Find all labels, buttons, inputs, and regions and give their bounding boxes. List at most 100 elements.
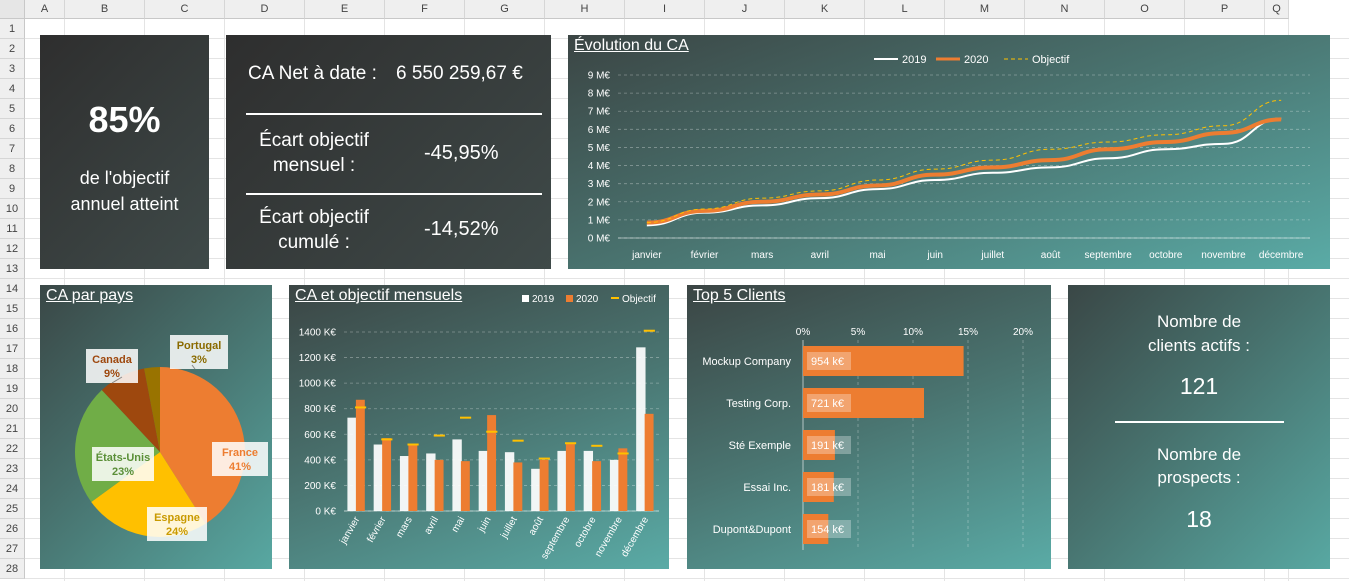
row-header[interactable]: 14: [0, 279, 25, 299]
row-header[interactable]: 25: [0, 499, 25, 519]
category-label: Sté Exemple: [729, 440, 791, 452]
legend-label: 2019: [902, 54, 926, 66]
row-header[interactable]: 2: [0, 39, 25, 59]
slice-pct: 24%: [166, 526, 188, 538]
data-label: 181 k€: [811, 482, 844, 494]
column-header[interactable]: K: [785, 0, 865, 19]
series-line-Objectif: [646, 99, 1282, 224]
x-tick-label: août: [1041, 250, 1061, 261]
y-tick-label: 2 M€: [588, 197, 611, 208]
x-tick-label: janvier: [338, 514, 363, 546]
ca-objectif-mensuels-chart[interactable]: CA et objectif mensuels 0 K€ 200 K€ 400 K€…: [289, 285, 669, 569]
row-header[interactable]: 27: [0, 539, 25, 559]
slice-pct: 9%: [104, 368, 120, 380]
column-header[interactable]: H: [545, 0, 625, 19]
row-header[interactable]: 11: [0, 219, 25, 239]
row-header[interactable]: 20: [0, 399, 25, 419]
data-label-box: [807, 520, 851, 538]
y-tick-label: 1000 K€: [299, 379, 337, 390]
ecart-cumule-label-2: cumulé :: [278, 232, 350, 253]
column-header[interactable]: B: [65, 0, 145, 19]
column-header[interactable]: D: [225, 0, 305, 19]
row-header[interactable]: 12: [0, 239, 25, 259]
row-header[interactable]: 23: [0, 459, 25, 479]
row-header[interactable]: 22: [0, 439, 25, 459]
bar-2019: [583, 450, 594, 511]
select-all-corner[interactable]: [0, 0, 25, 19]
row-header[interactable]: 7: [0, 139, 25, 159]
row-header[interactable]: 9: [0, 179, 25, 199]
bar-2019: [347, 417, 357, 511]
row-header[interactable]: 19: [0, 379, 25, 399]
x-tick-label: août: [527, 515, 546, 538]
row-header[interactable]: 5: [0, 99, 25, 119]
column-header[interactable]: G: [465, 0, 545, 19]
row-header[interactable]: 13: [0, 259, 25, 279]
slice-pct: 3%: [191, 354, 207, 366]
bar-2020: [355, 399, 365, 511]
series-line-2020: [646, 117, 1282, 225]
row-header[interactable]: 17: [0, 339, 25, 359]
column-header[interactable]: I: [625, 0, 705, 19]
data-label-box: [212, 442, 268, 476]
divider: [1115, 421, 1284, 423]
y-tick-label: 800 K€: [304, 404, 336, 415]
data-label: 954 k€: [811, 356, 844, 368]
row-header[interactable]: 26: [0, 519, 25, 539]
row-header[interactable]: 16: [0, 319, 25, 339]
row-header[interactable]: 15: [0, 299, 25, 319]
prospects-label-1: Nombre de: [1156, 445, 1242, 464]
data-label: 191 k€: [811, 440, 844, 452]
row-header[interactable]: 3: [0, 59, 25, 79]
ca-par-pays-chart[interactable]: CA par pays France 41% Espagne 24% États-Uni…: [40, 285, 272, 569]
client-bar: [803, 430, 835, 460]
row-header[interactable]: 18: [0, 359, 25, 379]
bar-2019: [452, 439, 462, 511]
column-header[interactable]: E: [305, 0, 385, 19]
evolution-ca-chart[interactable]: Évolution du CA 0 M€ 1 M€ 2 M€ 3 M€ 4 M€ 5 M€…: [568, 35, 1330, 269]
hbar-chart-plot: 0% 5% 10% 15% 20% Mockup Company 954 k€ Testing…: [702, 327, 1033, 550]
top-5-clients-chart[interactable]: Top 5 Clients 0% 5% 10% 15% 20% Mockup Compan…: [687, 285, 1051, 569]
column-header[interactable]: N: [1025, 0, 1105, 19]
row-header[interactable]: 24: [0, 479, 25, 499]
column-header[interactable]: J: [705, 0, 785, 19]
y-tick-label: 9 M€: [588, 71, 611, 82]
ca-net-value: 6 550 259,67 €: [396, 63, 523, 84]
row-header[interactable]: 10: [0, 199, 25, 219]
bar-2019: [478, 450, 489, 511]
row-header[interactable]: 6: [0, 119, 25, 139]
x-tick-label: 20%: [1013, 327, 1033, 338]
x-tick-label: avril: [422, 515, 441, 536]
y-tick-label: 0 M€: [588, 234, 611, 245]
data-label-box: [86, 349, 138, 383]
x-tick-label: 5%: [851, 327, 866, 338]
y-tick-label: 5 M€: [588, 143, 611, 154]
x-tick-label: mai: [450, 515, 468, 534]
kpi-percent: 85%: [88, 99, 161, 140]
slice-pct: 41%: [229, 461, 251, 473]
divider: [246, 193, 542, 195]
row-header[interactable]: 8: [0, 159, 25, 179]
row-header[interactable]: 21: [0, 419, 25, 439]
column-header[interactable]: A: [25, 0, 65, 19]
y-tick-label: 600 K€: [304, 430, 336, 441]
row-header[interactable]: 28: [0, 559, 25, 579]
y-tick-label: 1 M€: [588, 215, 611, 226]
category-label: Mockup Company: [702, 356, 791, 368]
column-header[interactable]: Q: [1265, 0, 1289, 19]
column-header[interactable]: O: [1105, 0, 1185, 19]
kpi-caption-2: annuel atteint: [70, 194, 179, 214]
slice-label: États-Unis: [96, 451, 150, 464]
column-header[interactable]: P: [1185, 0, 1265, 19]
column-header[interactable]: C: [145, 0, 225, 19]
column-header[interactable]: M: [945, 0, 1025, 19]
column-header[interactable]: F: [385, 0, 465, 19]
data-label-box: [807, 394, 851, 412]
data-label-box: [807, 352, 851, 370]
row-header[interactable]: 1: [0, 19, 25, 39]
actifs-label-1: Nombre de: [1156, 312, 1242, 331]
row-header[interactable]: 4: [0, 79, 25, 99]
legend-swatch: [522, 295, 529, 302]
column-header[interactable]: L: [865, 0, 945, 19]
